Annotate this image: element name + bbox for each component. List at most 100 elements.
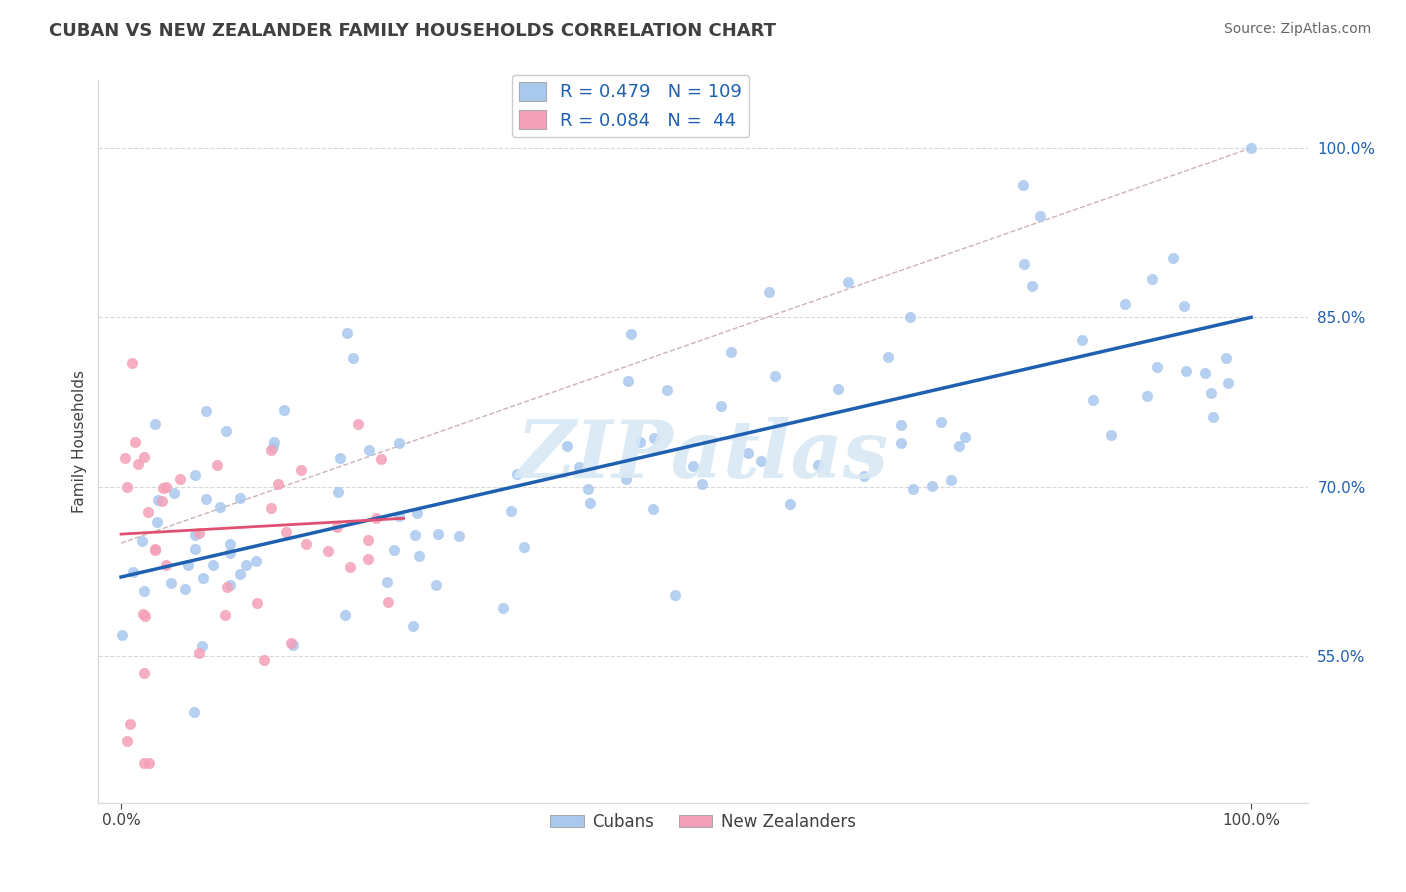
Point	[690, 477, 713, 491]
Point	[347, 417, 370, 432]
Point	[425, 578, 447, 592]
Point	[447, 529, 470, 543]
Point	[375, 574, 398, 589]
Point	[643, 431, 665, 445]
Text: Source: ZipAtlas.com: Source: ZipAtlas.com	[1223, 22, 1371, 37]
Point	[205, 458, 228, 472]
Point	[664, 588, 686, 602]
Point	[215, 424, 238, 438]
Point	[356, 533, 378, 547]
Point	[143, 543, 166, 558]
Y-axis label: Family Households: Family Households	[72, 370, 87, 513]
Point	[131, 607, 153, 622]
Point	[329, 451, 352, 466]
Point	[1146, 359, 1168, 374]
Point	[326, 520, 349, 534]
Point	[384, 542, 406, 557]
Point	[146, 493, 169, 508]
Point	[749, 454, 772, 468]
Point	[124, 434, 146, 449]
Point	[187, 526, 209, 541]
Point	[339, 559, 361, 574]
Point	[364, 511, 387, 525]
Point	[388, 509, 411, 524]
Point	[628, 435, 651, 450]
Point	[555, 439, 578, 453]
Point	[333, 607, 356, 622]
Point	[1083, 393, 1105, 408]
Point	[260, 442, 283, 457]
Point	[720, 345, 742, 359]
Point	[579, 496, 602, 510]
Point	[336, 326, 359, 341]
Point	[763, 369, 786, 384]
Point	[1014, 257, 1036, 271]
Point	[568, 459, 591, 474]
Point	[294, 537, 316, 551]
Point	[427, 526, 450, 541]
Text: ZIPatlas: ZIPatlas	[517, 417, 889, 495]
Point	[262, 440, 284, 454]
Point	[370, 452, 392, 467]
Point	[169, 472, 191, 486]
Point	[245, 554, 267, 568]
Point	[408, 549, 430, 563]
Point	[1021, 278, 1043, 293]
Point	[155, 480, 177, 494]
Point	[876, 350, 898, 364]
Point	[1240, 141, 1263, 155]
Point	[163, 485, 186, 500]
Point	[758, 285, 780, 300]
Point	[146, 515, 169, 529]
Point	[779, 497, 801, 511]
Point	[229, 566, 252, 581]
Point	[499, 503, 522, 517]
Point	[159, 576, 181, 591]
Point	[114, 450, 136, 465]
Point	[143, 541, 166, 556]
Point	[1161, 252, 1184, 266]
Point	[357, 442, 380, 457]
Point	[620, 326, 643, 341]
Point	[150, 494, 173, 508]
Point	[208, 500, 231, 515]
Point	[184, 528, 207, 542]
Point	[259, 501, 281, 516]
Point	[576, 482, 599, 496]
Point	[827, 383, 849, 397]
Point	[177, 558, 200, 572]
Point	[219, 578, 242, 592]
Point	[111, 627, 134, 641]
Point	[194, 492, 217, 507]
Point	[377, 595, 399, 609]
Point	[120, 716, 142, 731]
Point	[191, 639, 214, 653]
Point	[155, 558, 177, 572]
Point	[921, 479, 943, 493]
Point	[281, 638, 304, 652]
Point	[655, 384, 678, 398]
Point	[122, 565, 145, 579]
Point	[1175, 364, 1198, 378]
Point	[138, 756, 160, 771]
Point	[127, 457, 149, 471]
Point	[512, 540, 534, 554]
Point	[929, 415, 952, 429]
Point	[134, 608, 156, 623]
Point	[201, 558, 224, 572]
Point	[1135, 389, 1157, 403]
Point	[152, 481, 174, 495]
Point	[1114, 297, 1136, 311]
Point	[267, 476, 290, 491]
Point	[184, 542, 207, 557]
Point	[1218, 376, 1240, 391]
Point	[235, 558, 257, 572]
Point	[641, 501, 664, 516]
Point	[1071, 333, 1094, 347]
Point	[342, 351, 364, 366]
Point	[246, 596, 269, 610]
Point	[183, 706, 205, 720]
Point	[614, 472, 637, 486]
Point	[280, 636, 302, 650]
Point	[136, 505, 159, 519]
